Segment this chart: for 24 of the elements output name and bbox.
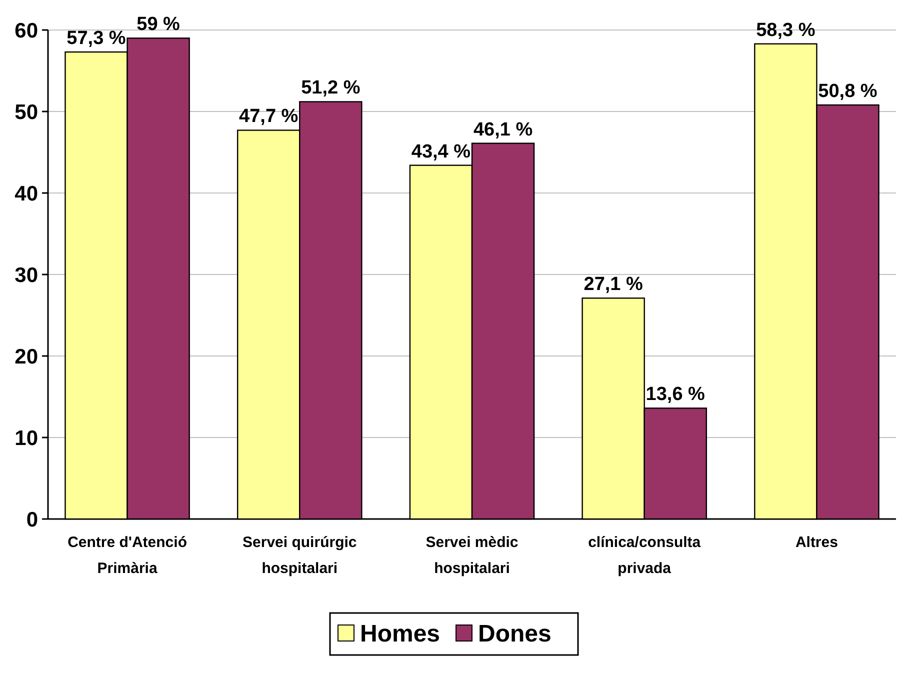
legend-label: Homes: [360, 620, 440, 648]
y-tick-label: 50: [14, 100, 38, 124]
data-label: 57,3 %: [66, 28, 126, 50]
x-tick-label: Centre d'Atenció Primària: [68, 534, 187, 577]
data-label: 51,2 %: [301, 78, 360, 99]
data-label: 58,3 %: [756, 20, 816, 41]
data-label: 50,8 %: [818, 80, 878, 102]
y-tick-label: 60: [14, 19, 38, 42]
y-tick-label: 20: [14, 345, 38, 368]
legend-label: Dones: [478, 620, 552, 648]
y-tick-label: 10: [14, 426, 38, 450]
data-label: 59 %: [136, 14, 180, 36]
x-tick-label: Servei quirúrgic hospitalari: [242, 534, 357, 577]
y-tick-label: 0: [26, 508, 38, 532]
data-label: 47,7 %: [239, 106, 298, 128]
y-tick-label: 30: [14, 264, 38, 287]
data-label: 46,1 %: [473, 119, 533, 140]
x-tick-label: Altres: [795, 534, 838, 551]
data-label: 13,6 %: [646, 384, 706, 406]
y-tick-label: 40: [14, 182, 38, 206]
x-tick-label: Servei mèdic hospitalari: [426, 534, 518, 577]
x-tick-label: clínica/consulta privada: [588, 534, 702, 577]
data-label: 43,4 %: [411, 141, 471, 162]
data-label: 27,1 %: [584, 274, 644, 296]
